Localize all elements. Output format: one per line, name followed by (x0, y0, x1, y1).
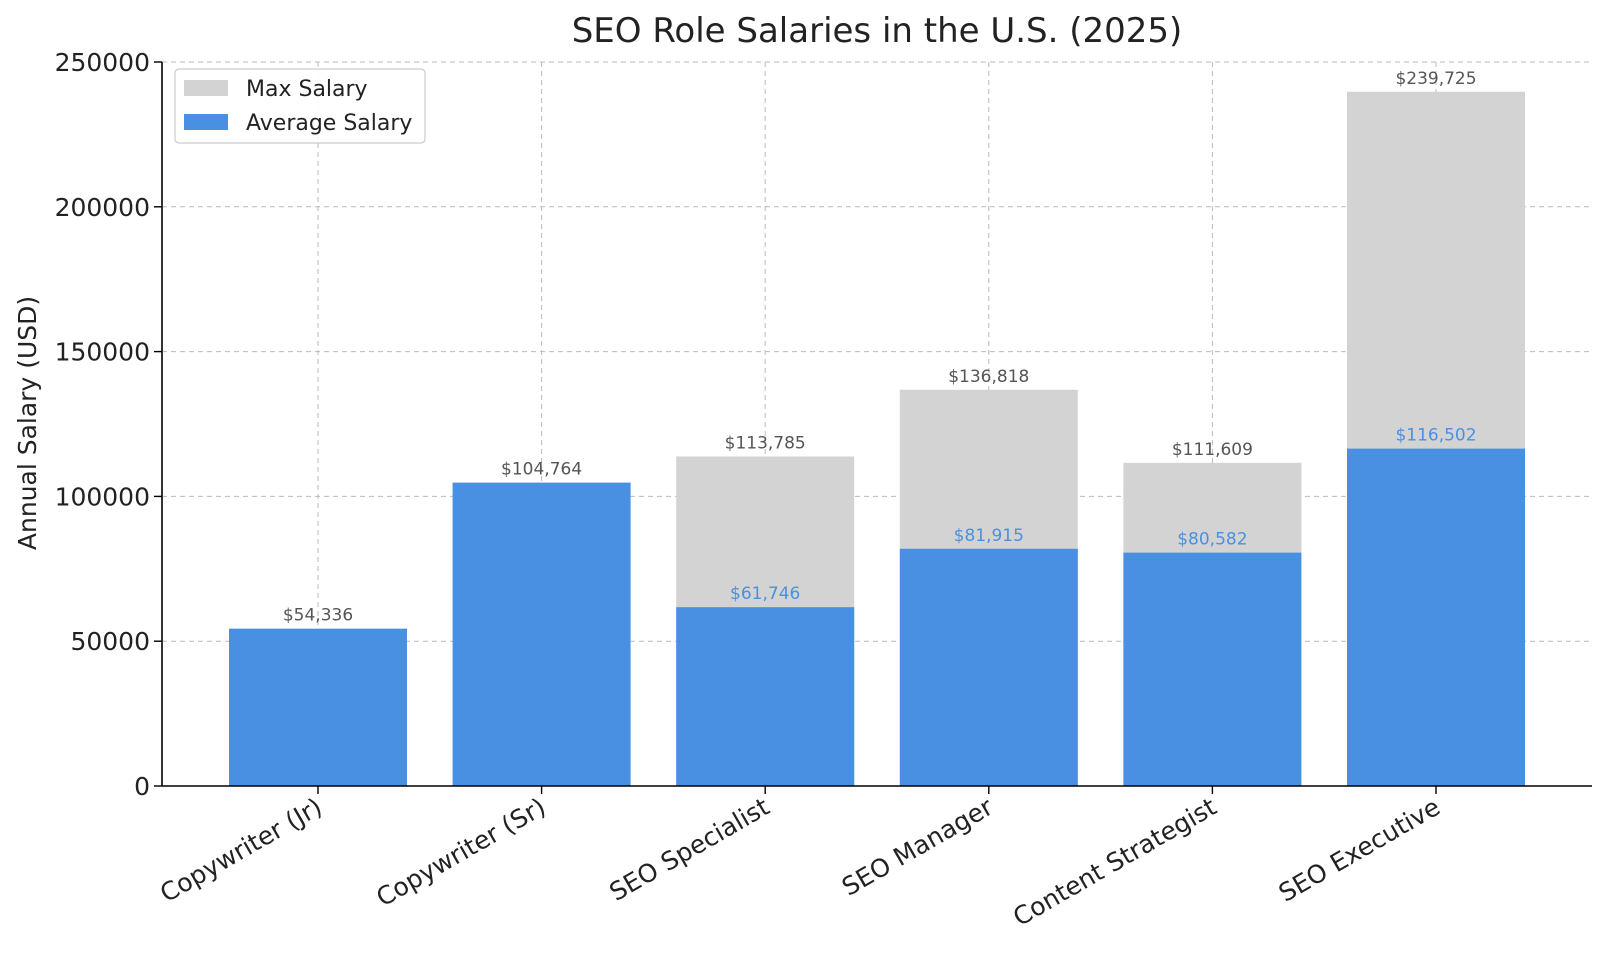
max-salary-data-label: $239,725 (1395, 69, 1476, 89)
average-salary-bar (899, 548, 1078, 786)
average-salary-data-label: $80,582 (1177, 530, 1247, 550)
chart-title: SEO Role Salaries in the U.S. (2025) (572, 11, 1183, 51)
average-salary-data-label: $61,746 (730, 584, 800, 604)
legend: Max Salary Average Salary (174, 68, 426, 144)
x-tick-label: Copywriter (Sr) (371, 792, 550, 912)
average-salary-data-label: $116,502 (1395, 426, 1476, 446)
y-tick-label: 50000 (70, 627, 150, 656)
average-salary-bar (676, 607, 855, 786)
max-salary-data-label: $113,785 (725, 433, 806, 453)
average-salary-bar (1347, 448, 1525, 786)
max-salary-data-label: $136,818 (948, 367, 1029, 387)
x-tick-label: SEO Executive (1274, 792, 1445, 908)
average-salary-bar (452, 482, 631, 786)
average-salary-data-label: $54,336 (283, 606, 353, 626)
bars-layer (229, 91, 1525, 786)
y-tick-label: 0 (134, 772, 150, 801)
average-salary-data-label: $81,915 (954, 526, 1024, 546)
y-tick-label: 100000 (55, 482, 150, 511)
data-labels-layer: $54,336 $104,764 $113,785 $61,746 $136,818 $8… (283, 69, 1477, 626)
x-tick-label: SEO Specialist (605, 792, 775, 907)
max-salary-data-label: $111,609 (1172, 440, 1253, 460)
legend-label-max-salary: Max Salary (246, 77, 368, 102)
legend-swatch-max-salary (184, 80, 228, 96)
legend-label-average-salary: Average Salary (246, 111, 412, 136)
y-axis-label: Annual Salary (USD) (13, 296, 42, 550)
x-tick-label: Content Strategist (1008, 792, 1221, 932)
x-tick-label: SEO Manager (837, 792, 998, 902)
legend-swatch-average-salary (184, 114, 228, 130)
average-salary-bar (229, 628, 407, 786)
average-salary-bar (1123, 552, 1302, 786)
y-tick-label: 250000 (55, 48, 150, 77)
y-tick-label: 150000 (55, 338, 150, 367)
average-salary-data-label: $104,764 (501, 460, 582, 480)
legend-box (174, 68, 426, 144)
y-tick-label: 200000 (55, 193, 150, 222)
x-tick-label: Copywriter (Jr) (155, 792, 327, 908)
